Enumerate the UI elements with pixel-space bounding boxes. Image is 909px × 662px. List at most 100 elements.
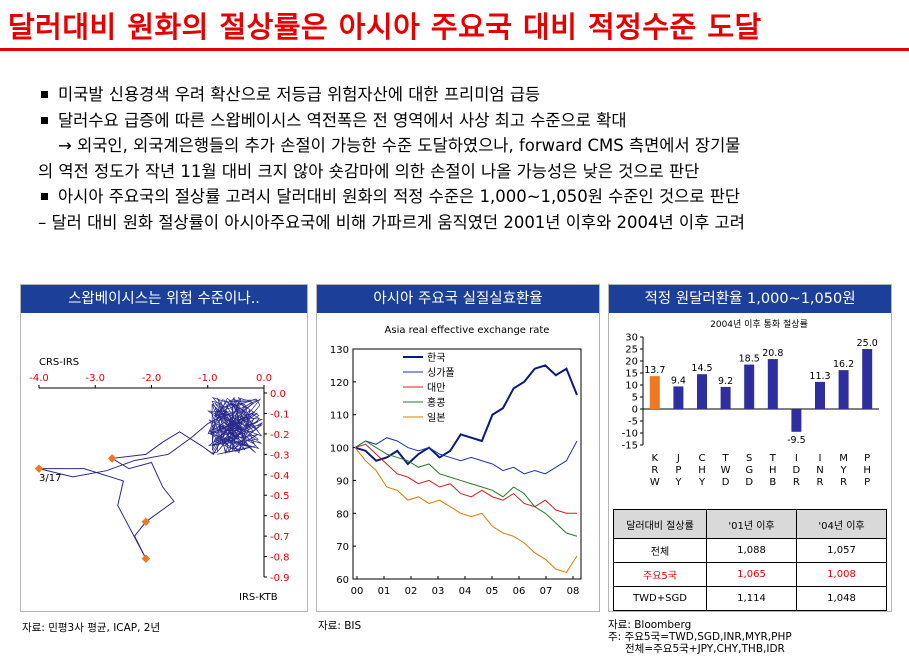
source-note: 자료: 민평3사 평균, ICAP, 2년 — [22, 622, 161, 634]
bullet-square-icon — [41, 193, 48, 200]
category-label-char: D — [745, 477, 753, 488]
dash-mark: – — [38, 212, 47, 232]
x-tick-label: -3.0 — [85, 373, 105, 384]
category-label-char: H — [698, 465, 706, 476]
series-line-5 — [354, 447, 578, 574]
y-tick-label: 10 — [625, 381, 638, 392]
category-label-char: P — [864, 477, 870, 488]
bar — [791, 409, 802, 432]
category-label-char: S — [746, 453, 752, 464]
bullet-item: 아시아 주요국의 절상률 고려시 달러대비 원화의 적정 수준은 1,000~1… — [38, 184, 888, 210]
bullet-text: → 외국인, 외국계은행들의 추가 손절이 가능한 수준 도달하였으나, for… — [58, 136, 741, 155]
bar-value-label: 9.2 — [718, 376, 733, 387]
source-note: 자료: BIS — [318, 620, 362, 632]
category-label-char: Y — [698, 477, 706, 488]
x-axis-label: CRS-IRS — [39, 357, 79, 368]
bar — [815, 381, 825, 409]
category-label-char: R — [817, 477, 824, 488]
y-tick-label: -0.8 — [270, 553, 290, 564]
series-line-4 — [354, 440, 578, 537]
x-tick-label: 07 — [540, 586, 553, 597]
source-note: 주: 주요5국=TWD,SGD,INR,MYR,PHP — [608, 631, 792, 643]
chart-title: Asia real effective exchange rate — [385, 325, 550, 336]
fair-rate-panel: 적정 원달러환율 1,000~1,050원 2004년 이후 통화 절상률 30 2… — [608, 284, 892, 612]
category-label-char: C — [699, 453, 706, 464]
point-annotation: 3/17 — [39, 473, 61, 484]
y-tick-label: 130 — [330, 345, 349, 356]
reer-panel: 아시아 주요국 실질실효환율 Asia real effective excha… — [316, 284, 600, 612]
y-tick-label: 20 — [625, 357, 638, 368]
x-tick-label: 06 — [513, 586, 526, 597]
y-tick-label: 110 — [330, 411, 349, 422]
bullet-text: 아시아 주요국의 절상률 고려시 달러대비 원화의 적정 수준은 1,000~1… — [58, 187, 741, 206]
bar-value-label: 9.4 — [671, 375, 686, 386]
table-cell: 1,048 — [796, 586, 887, 611]
swap-basis-cluster — [207, 396, 264, 455]
category-label-char: H — [769, 465, 777, 476]
bar — [767, 359, 778, 409]
bullet-square-icon — [41, 116, 48, 124]
category-label-char: N — [816, 465, 823, 476]
table-cell: 1,057 — [796, 538, 887, 563]
bar-value-label: 18.5 — [739, 354, 760, 365]
x-tick-label: 02 — [405, 586, 418, 597]
y-tick-label: 30 — [625, 333, 638, 344]
category-label-char: D — [793, 465, 801, 476]
panel-header: 적정 원달러환율 1,000~1,050원 — [609, 285, 891, 313]
y-tick-label: -0.9 — [270, 573, 290, 584]
bar-value-label: 13.7 — [644, 365, 665, 376]
y-tick-label: 15 — [625, 369, 638, 380]
table-cell: TWD+SGD — [613, 586, 707, 611]
category-label-char: W — [721, 465, 731, 476]
chart-title: 2004년 이후 통화 절상률 — [710, 318, 808, 330]
y-tick-label: -0.7 — [270, 532, 290, 543]
category-label-char: B — [769, 477, 776, 488]
bar-value-label: 14.5 — [691, 363, 712, 374]
table-header-cell: '01년 이후 — [706, 509, 797, 539]
bar-value-label: 11.3 — [809, 371, 830, 382]
y-tick-label: 60 — [336, 575, 349, 586]
bullet-text: 미국발 신용경색 우려 확산으로 저등급 위험자산에 대한 프리미엄 급등 — [58, 85, 541, 104]
y-tick-label: -15 — [622, 441, 638, 452]
table-cell: 1,114 — [706, 586, 797, 611]
table-cell: 전체 — [613, 538, 707, 563]
y-tick-label: 0.0 — [270, 389, 286, 400]
bar — [673, 386, 684, 409]
y-tick-label: 70 — [336, 542, 349, 553]
legend-label: 대만 — [427, 382, 445, 394]
table-cell: 1,088 — [706, 538, 797, 563]
table-header-cell: 달러대비 절상률 — [613, 509, 707, 539]
highlight-point — [141, 517, 151, 527]
category-label-char: Y — [674, 477, 682, 488]
bullet-item: 미국발 신용경색 우려 확산으로 저등급 위험자산에 대한 프리미엄 급등 — [38, 82, 888, 108]
bar-value-label: 25.0 — [857, 338, 878, 349]
highlight-point — [34, 464, 44, 473]
bar-value-label: 20.8 — [762, 348, 783, 359]
y-tick-label: -0.2 — [270, 430, 290, 441]
table-row: TWD+SGD 1,114 1,048 — [613, 586, 887, 611]
legend-label: 한국 — [427, 352, 445, 364]
panel-header: 아시아 주요국 실질실효환율 — [317, 285, 599, 313]
source-note: 자료: Bloomberg — [608, 619, 692, 631]
series-line-2 — [354, 437, 578, 475]
y-tick-label: -10 — [622, 429, 638, 440]
legend-label: 일본 — [427, 412, 445, 424]
y-tick-label: -0.4 — [270, 471, 290, 482]
bar — [862, 349, 873, 409]
x-tick-label: 00 — [351, 586, 364, 597]
bullet-subitem: → 외국인, 외국계은행들의 추가 손절이 가능한 수준 도달하였으나, for… — [38, 133, 888, 159]
bar — [838, 370, 849, 409]
fair-rate-table: 달러대비 절상률 '01년 이후 '04년 이후 전체 1,088 1,057 … — [613, 509, 887, 611]
panel-header: 스왑베이시스는 위험 수준이나.. — [21, 285, 307, 313]
category-label-char: M — [839, 453, 848, 464]
page-title: 달러대비 원화의 절상률은 아시아 주요국 대비 적정수준 도달 — [8, 10, 762, 44]
category-label-char: T — [722, 453, 730, 464]
bullet-list: 미국발 신용경색 우려 확산으로 저등급 위험자산에 대한 프리미엄 급등 달러… — [38, 82, 888, 235]
table-cell: 1,008 — [796, 562, 887, 587]
category-label-char: I — [795, 453, 798, 464]
bar — [697, 374, 707, 409]
x-tick-label: 04 — [459, 586, 472, 597]
category-label-char: R — [840, 477, 847, 488]
bullet-dash-item: – 달러 대비 원화 절상률이 아시아주요국에 비해 가파르게 움직였던 200… — [38, 210, 868, 236]
